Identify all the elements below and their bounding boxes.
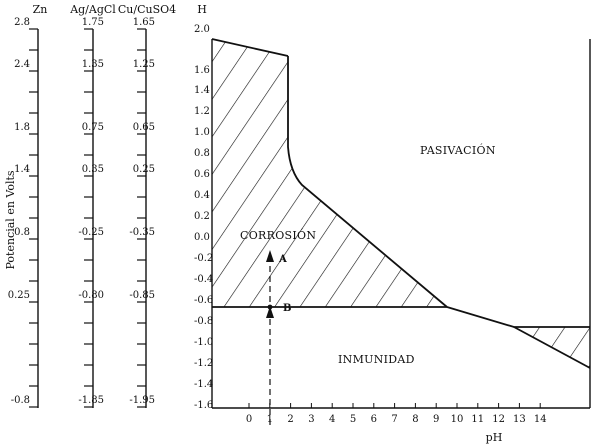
ph-tick-label: 14 bbox=[534, 414, 547, 425]
ph-tick-label: 11 bbox=[471, 414, 484, 425]
cu-tick-label: 1.65 bbox=[133, 17, 155, 28]
h-tick-label: -0.6 bbox=[194, 295, 213, 306]
h-tick-label: 1.0 bbox=[194, 127, 210, 138]
zn-tick-label: 1.8 bbox=[14, 122, 30, 133]
scale-h: H 2.0 1.6 1.4 1.2 1.0 0.8 0.6 0.4 0.2 0.0 -0.2 -0.4… bbox=[194, 3, 213, 411]
path-b-to-a bbox=[266, 250, 274, 425]
x-axis-ticks: 01234567891011121314 bbox=[246, 403, 547, 425]
ag-tick-label: -0.25 bbox=[78, 227, 104, 238]
ph-tick-label: 3 bbox=[308, 414, 314, 425]
ag-tick-label: -1.85 bbox=[78, 395, 104, 406]
cu-tick-label: 1.25 bbox=[133, 59, 155, 70]
h-tick-label: 0.4 bbox=[194, 190, 210, 201]
h-tick-label: 0.8 bbox=[194, 148, 210, 159]
h-tick-label: -1.0 bbox=[194, 337, 213, 348]
ph-tick-label: 2 bbox=[287, 414, 293, 425]
ph-tick-label: 10 bbox=[451, 414, 464, 425]
ph-tick-label: 7 bbox=[391, 414, 397, 425]
ag-tick-label: 0.35 bbox=[82, 164, 104, 175]
zn-tick-label: 0.8 bbox=[14, 227, 30, 238]
region-label-pasivacion: PASIVACIÓN bbox=[420, 143, 496, 157]
region-boundaries bbox=[211, 38, 591, 369]
zn-tick-label: 2.4 bbox=[14, 59, 30, 70]
zn-tick-label: 2.8 bbox=[14, 17, 30, 28]
h-tick-label: 0.2 bbox=[194, 211, 210, 222]
cu-tick-label: -1.95 bbox=[129, 395, 155, 406]
h-tick-label: -0.8 bbox=[194, 316, 213, 327]
ph-tick-label: 9 bbox=[433, 414, 439, 425]
scale-ag-agcl: Ag/AgCl 1.75 1.35 0.75 0.35 -0.25 -0.80 -1.85 bbox=[69, 3, 116, 408]
scale-zn: Zn 2.8 2.4 1.8 1.4 0.8 0.25 -0.8 bbox=[8, 3, 48, 408]
ag-tick-label: -0.80 bbox=[78, 290, 104, 301]
ag-tick-label: 1.35 bbox=[82, 59, 104, 70]
point-a-label: A bbox=[278, 254, 287, 265]
zn-tick-label: 0.25 bbox=[8, 290, 30, 301]
h-tick-label: -1.6 bbox=[194, 400, 213, 411]
ag-tick-label: 1.75 bbox=[82, 17, 104, 28]
h-tick-label: -1.2 bbox=[194, 358, 213, 369]
ph-tick-label: 0 bbox=[246, 414, 252, 425]
ph-tick-label: 6 bbox=[371, 414, 377, 425]
region-label-corrosion: CORROSIÓN bbox=[240, 228, 316, 242]
point-b-label: B bbox=[283, 303, 291, 314]
cu-tick-label: 0.65 bbox=[133, 122, 155, 133]
cu-tick-label: 0.25 bbox=[133, 164, 155, 175]
ph-tick-label: 13 bbox=[513, 414, 526, 425]
h-tick-label: 1.6 bbox=[194, 65, 210, 76]
zn-tick-label: 1.4 bbox=[14, 164, 30, 175]
h-tick-label: -0.2 bbox=[194, 253, 213, 264]
zn-tick-label: -0.8 bbox=[11, 395, 30, 406]
h-tick-label: 1.4 bbox=[194, 85, 210, 96]
ph-tick-label: 12 bbox=[492, 414, 505, 425]
x-axis-label: pH bbox=[486, 431, 503, 444]
h-tick-label: -1.4 bbox=[194, 379, 213, 390]
scale-ag-agcl-title: Ag/AgCl bbox=[69, 3, 116, 16]
h-tick-label: 0.6 bbox=[194, 169, 210, 180]
cu-tick-label: -0.85 bbox=[129, 290, 155, 301]
h-tick-label: 2.0 bbox=[194, 24, 210, 35]
scale-cu-cuso4-title: Cu/CuSO4 bbox=[118, 3, 176, 16]
h-tick-label: -0.4 bbox=[194, 274, 213, 285]
ph-tick-label: 8 bbox=[412, 414, 418, 425]
y-axis-label: Potencial en Volts bbox=[4, 170, 17, 269]
ag-tick-label: 0.75 bbox=[82, 122, 104, 133]
ph-tick-label: 5 bbox=[350, 414, 356, 425]
h-tick-label: 1.2 bbox=[194, 106, 210, 117]
ph-tick-label: 4 bbox=[329, 414, 335, 425]
cu-tick-label: -0.35 bbox=[129, 227, 155, 238]
corrosion-region-hatch bbox=[212, 39, 447, 307]
scale-zn-title: Zn bbox=[33, 3, 48, 16]
h-tick-label: 0.0 bbox=[194, 232, 210, 243]
region-label-inmunidad: INMUNIDAD bbox=[338, 353, 415, 366]
scale-h-title: H bbox=[197, 3, 207, 16]
scale-cu-cuso4: Cu/CuSO4 1.65 1.25 0.65 0.25 -0.35 -0.85 -1.95 bbox=[118, 3, 176, 408]
